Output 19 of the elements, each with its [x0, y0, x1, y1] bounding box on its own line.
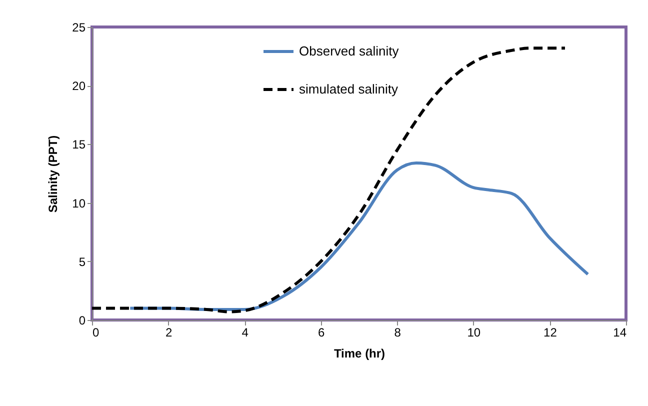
legend-label: Observed salinity	[299, 44, 400, 58]
line-series	[92, 46, 566, 314]
y-tick-label: 5	[78, 254, 86, 269]
x-tick-label: 0	[92, 326, 100, 340]
y-tick-label: 15	[72, 138, 86, 152]
legend-label: simulated salinity	[299, 82, 398, 96]
x-tick-label: 6	[318, 326, 326, 340]
x-tick-label: 12	[544, 326, 558, 340]
x-tick-label: 14	[613, 326, 627, 340]
y-tick-label: 0	[78, 314, 86, 328]
x-axis-title: Time (hr)	[334, 346, 386, 360]
x-tick-label: 8	[394, 326, 402, 340]
y-axis-title: Salinity (PPT)	[46, 135, 60, 213]
x-tick-label: 10	[467, 326, 481, 340]
y-tick-label: 20	[72, 79, 86, 94]
y-tick-label: 10	[72, 196, 86, 210]
x-tick-label: 4	[242, 326, 249, 340]
y-tick-label: 25	[72, 20, 86, 34]
x-tick-label: 2	[165, 326, 172, 340]
